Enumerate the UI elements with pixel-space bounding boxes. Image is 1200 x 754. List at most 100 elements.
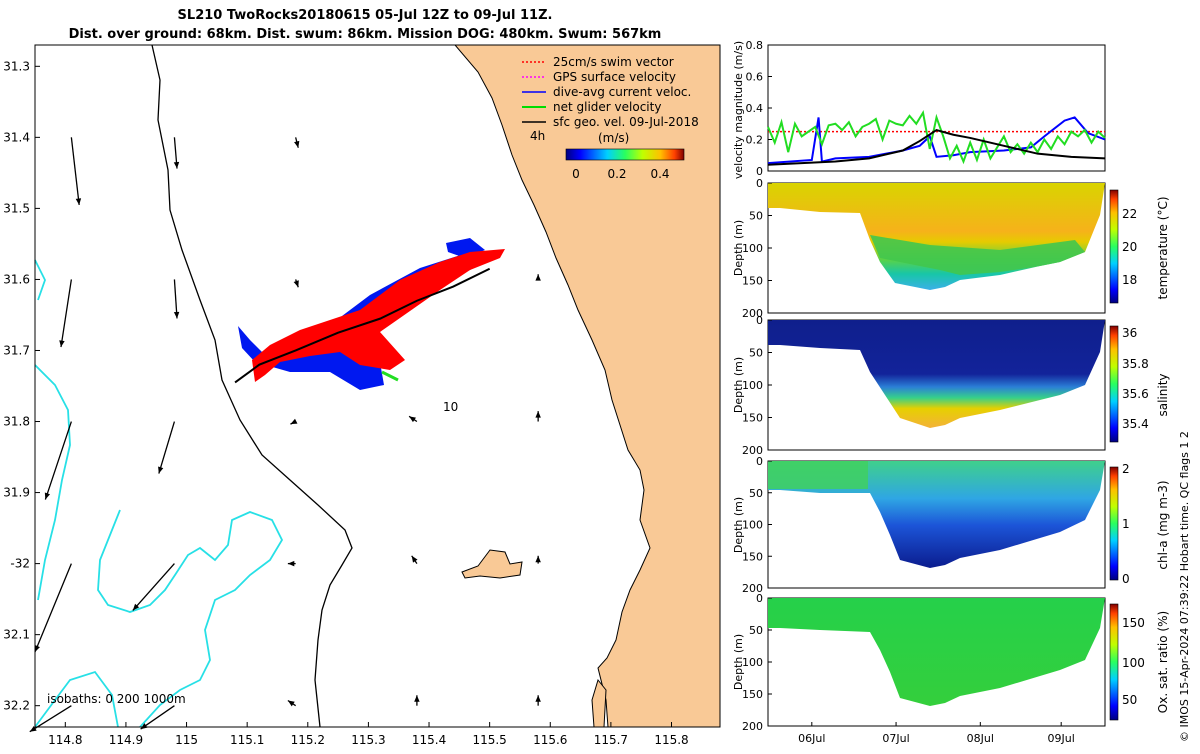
map-y-tick-label: 32.2 [3,699,30,713]
chla-colorbar [1109,466,1119,581]
salinity-colorbar-label: salinity [1156,373,1170,416]
legend-item-dive: dive-avg current veloc. [553,85,691,99]
temperature-colorbar-label: temperature (°C) [1156,197,1170,300]
depth-tick-label: 200 [742,307,763,320]
legend-item-swim: 25cm/s swim vector [553,55,674,69]
oxygen-cbar-tick-2: 150 [1122,616,1145,630]
depth-tick-label: 50 [749,347,763,360]
map-x-tick-label: 115.8 [654,733,688,747]
oxygen-x-axis: 06Jul 07Jul 08Jul 09Jul [798,722,1075,745]
velocity-y-tick-label: 0.2 [746,134,764,147]
depth-tick-label: 200 [742,444,763,457]
salinity-ylabel: Depth (m) [732,357,745,413]
velocity-y-tick-label: 0.8 [746,39,764,52]
oxygen-cbar-tick-1: 100 [1122,656,1145,670]
depth-tick-label: 100 [742,519,763,532]
velocity-series-line [767,109,1106,165]
legend-item-sfc: sfc geo. vel. 09-Jul-2018 [553,115,699,129]
chla-panel: Depth (m) 0 50 100 150 200 chl-a (mg m-3) 0 … [732,455,1170,595]
surface-velocity-arrow [173,279,180,319]
surface-velocity-arrow [293,279,299,288]
map-x-tick-label: 114.9 [109,733,143,747]
surface-velocity-arrow [535,695,541,706]
velocity-panel: 0 0.2 0.4 0.6 0.8 velocity magnitude (m/s) [732,39,1106,179]
surface-velocity-arrow [132,563,175,611]
credit-text: © IMOS 15-Apr-2024 07:39:22 Hobart time.… [1178,431,1191,742]
surface-velocity-arrow [287,699,297,707]
map-y-axis: 31.3 31.4 31.5 31.6 31.7 31.8 31.9 -32 32.1 32.2 [3,59,40,713]
velocity-y-axis: 0 0.2 0.4 0.6 0.8 [746,39,772,178]
oxygen-panel: Depth (m) 0 50 100 150 200 06Jul 07Jul 08Jul 09… [732,592,1170,745]
swim-vector-swath [252,249,505,382]
map-colorbar [565,148,685,161]
salinity-cbar-tick-1: 35.6 [1122,387,1149,401]
chla-cbar-tick-1: 1 [1122,517,1130,531]
depth-tick-label: 50 [749,487,763,500]
depth-tick-label: 150 [742,412,763,425]
velocity-frame [767,44,1106,172]
map-frame [34,44,721,728]
oxygen-field [768,598,1105,706]
map-y-tick-label: 31.7 [3,343,30,357]
surface-velocity-arrow [535,274,541,281]
map-y-tick-label: 31.4 [3,130,30,144]
map-y-tick-label: 31.5 [3,201,30,215]
net-glider-velocity [381,370,399,382]
time-tick-label: 08Jul [967,732,994,745]
salinity-panel: Depth (m) 0 50 100 150 200 salinity 35.4 35.… [732,314,1170,457]
time-tick-label: 07Jul [882,732,909,745]
map-colorbar-units: (m/s) [598,131,629,145]
time-tick-label: 06Jul [798,732,825,745]
velocity-y-tick-label: 0.6 [746,71,764,84]
depth-tick-label: 200 [742,582,763,595]
map-y-tick-label: 31.8 [3,415,30,429]
isobath-1000m [34,259,284,728]
chla-cbar-tick-2: 2 [1122,462,1130,476]
isobath-200m [151,44,353,728]
depth-tick-label: 50 [749,624,763,637]
map-colorbar-tick-1: 0.2 [607,167,626,181]
surface-velocity-arrow [59,279,73,348]
chla-ylabel: Depth (m) [732,497,745,553]
temperature-warm-band [870,235,1085,275]
salinity-cbar-tick-3: 36 [1122,326,1137,340]
map-x-tick-label: 114.8 [48,733,82,747]
surface-velocity-arrow [70,137,82,206]
surface-velocity-arrow [173,137,180,169]
salinity-cbar-tick-0: 35.4 [1122,417,1149,431]
velocity-series-line [767,128,1106,166]
depth-tick-label: 150 [742,550,763,563]
salinity-y-axis: 0 50 100 150 200 [742,314,772,457]
velocity-y-tick-label: 0.4 [746,102,764,115]
figure-title-line2: Dist. over ground: 68km. Dist. swum: 86k… [69,27,662,42]
depth-tick-label: 100 [742,242,763,255]
map-x-tick-label: 115.5 [472,733,506,747]
map-colorbar-tick-2: 0.4 [650,167,669,181]
oxygen-colorbar-label: Ox. sat. ratio (%) [1156,611,1170,713]
time-label-4h: 4h [530,129,545,143]
depth-tick-label: 100 [742,379,763,392]
map-y-tick-label: 31.6 [3,272,30,286]
map-y-tick-label: -32 [10,557,30,571]
map-panel: 4h 10 isobaths: 0 200 1000m 25cm/s swim … [3,44,721,747]
surface-velocity-arrow [535,555,541,564]
surface-velocity-arrow [158,421,176,474]
chla-colorbar-label: chl-a (mg m-3) [1156,480,1170,569]
chla-cbar-tick-0: 0 [1122,572,1130,586]
map-x-tick-label: 115 [175,733,198,747]
velocity-y-tick-label: 0 [756,165,763,178]
depth-tick-label: 50 [749,210,763,223]
surface-velocity-arrow [408,415,418,423]
surface-velocity-arrow [290,418,298,425]
map-y-tick-label: 31.3 [3,59,30,73]
land-mass [453,44,721,728]
salinity-cbar-tick-2: 35.8 [1122,357,1149,371]
garden-island [591,678,607,728]
salinity-colorbar [1109,325,1119,443]
legend-item-gps: GPS surface velocity [553,70,676,84]
map-legend: 25cm/s swim vector GPS surface velocity … [522,55,699,129]
depth-tick-label: 150 [742,275,763,288]
time-tick-label: 09Jul [1048,732,1075,745]
